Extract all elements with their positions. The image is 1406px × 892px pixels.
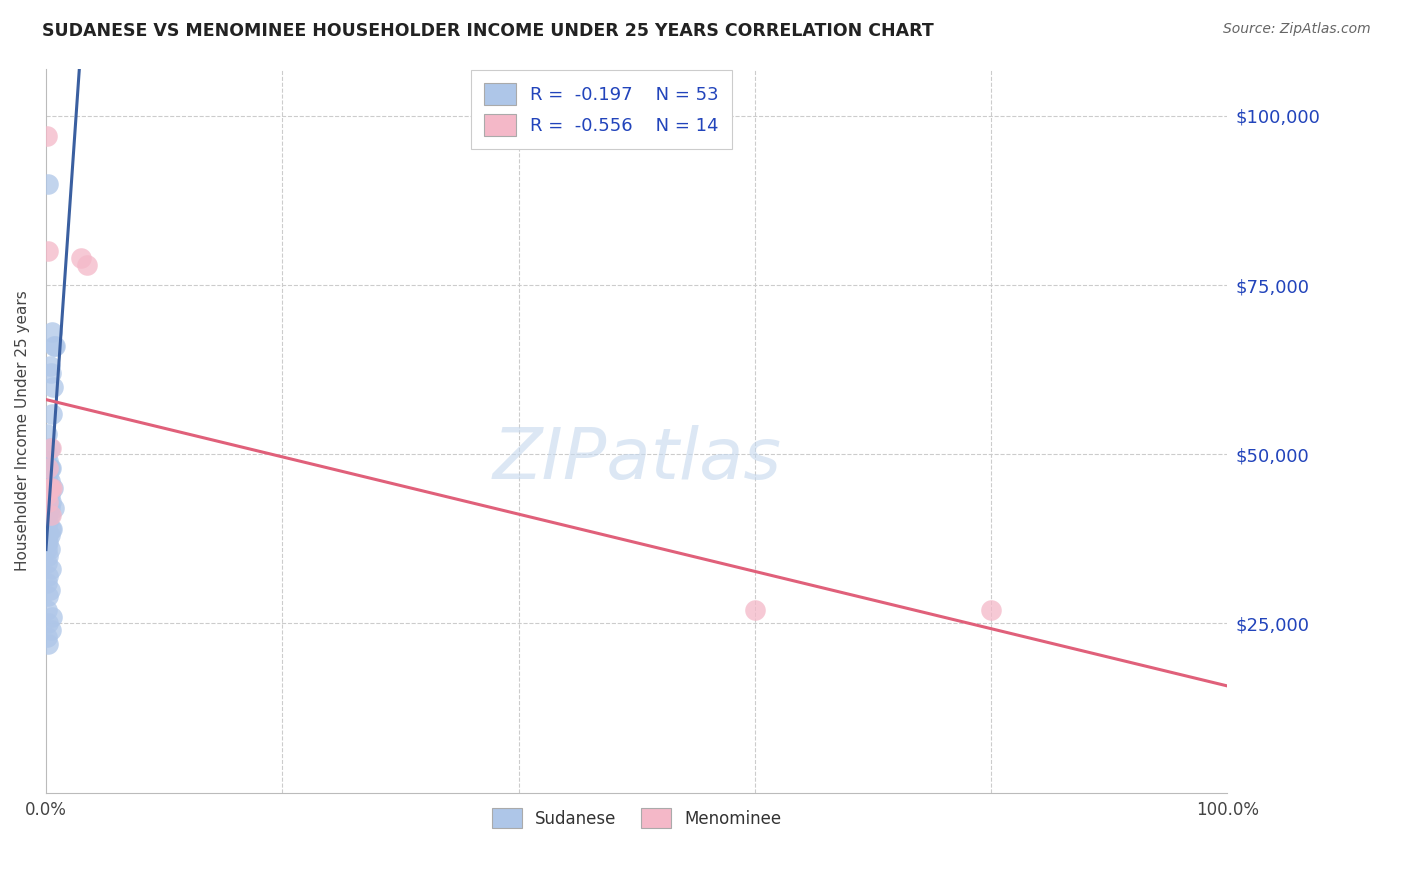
Point (37, 475, 59, 489)
Text: ZIPatlas: ZIPatlas (492, 425, 782, 494)
Point (38, 441, 60, 455)
Point (38, 528, 60, 542)
Point (38, 460, 60, 475)
Point (41, 609, 63, 624)
Point (39, 366, 62, 380)
Point (37, 535, 59, 549)
Point (41, 522, 63, 536)
Point (37, 535, 59, 549)
Point (37, 556, 59, 570)
Point (37, 637, 59, 651)
Point (37, 488, 59, 502)
Point (41, 326, 63, 340)
Point (39, 508, 62, 523)
Legend: Sudanese, Menominee: Sudanese, Menominee (485, 801, 789, 835)
Point (744, 603, 766, 617)
Y-axis label: Householder Income Under 25 years: Householder Income Under 25 years (15, 290, 30, 571)
Point (42, 481, 65, 495)
Point (39, 441, 62, 455)
Point (38, 501, 60, 516)
Point (38, 481, 60, 495)
Point (39, 522, 62, 536)
Point (39, 460, 62, 475)
Point (37, 481, 59, 495)
Point (37, 541, 59, 556)
Point (37, 603, 59, 617)
Point (38, 475, 60, 489)
Point (37, 244, 59, 259)
Point (41, 407, 63, 421)
Point (39, 562, 62, 576)
Point (44, 339, 66, 353)
Point (42, 379, 65, 393)
Point (37, 494, 59, 508)
Point (37, 488, 59, 502)
Point (37, 475, 59, 489)
Point (37, 522, 59, 536)
Point (37, 508, 59, 523)
Point (38, 541, 60, 556)
Point (37, 494, 59, 508)
Point (76, 258, 98, 272)
Point (37, 501, 59, 516)
Point (37, 454, 59, 468)
Text: SUDANESE VS MENOMINEE HOUSEHOLDER INCOME UNDER 25 YEARS CORRELATION CHART: SUDANESE VS MENOMINEE HOUSEHOLDER INCOME… (42, 22, 934, 40)
Point (38, 359, 60, 374)
Point (37, 590, 59, 604)
Point (37, 447, 59, 461)
Point (37, 549, 59, 563)
Point (37, 528, 59, 542)
Point (37, 630, 59, 644)
Point (38, 481, 60, 495)
Point (39, 494, 62, 508)
Point (37, 129, 59, 144)
Point (44, 501, 66, 516)
Point (37, 467, 59, 482)
Point (70, 251, 93, 265)
Point (44, 339, 66, 353)
Point (37, 569, 59, 583)
Point (37, 575, 59, 590)
Point (37, 460, 59, 475)
Point (37, 427, 59, 442)
Text: Source: ZipAtlas.com: Source: ZipAtlas.com (1223, 22, 1371, 37)
Point (38, 582, 60, 597)
Point (37, 616, 59, 631)
Point (980, 603, 1002, 617)
Point (37, 515, 59, 529)
Point (38, 488, 60, 502)
Point (41, 481, 63, 495)
Point (37, 488, 59, 502)
Point (37, 177, 59, 191)
Point (39, 624, 62, 638)
Point (38, 508, 60, 523)
